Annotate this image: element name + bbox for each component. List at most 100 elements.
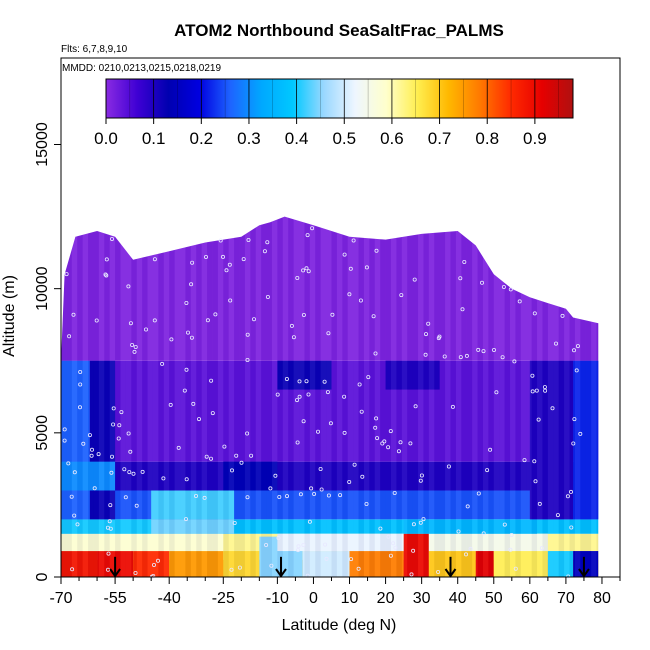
sample-point: [169, 337, 174, 342]
heatmap-cell: [223, 461, 278, 491]
sample-point: [360, 474, 365, 479]
sample-point: [193, 493, 198, 498]
sample-point: [411, 548, 416, 553]
sample-point: [229, 468, 234, 473]
sample-point: [373, 425, 378, 430]
sample-point: [109, 470, 114, 475]
chart-title: ATOM2 Northbound SeaSaltFrac_PALMS: [174, 21, 504, 40]
heatmap-texture: [190, 216, 197, 577]
heatmap-texture: [428, 216, 435, 577]
sample-point: [301, 543, 306, 548]
x-tick-label: 60: [521, 590, 539, 607]
sample-point: [476, 491, 481, 496]
heatmap-cell: [61, 519, 152, 534]
sample-point: [70, 567, 75, 572]
sample-point: [348, 266, 353, 271]
sample-point: [189, 282, 194, 287]
heatmap-texture: [266, 216, 272, 577]
sample-point: [386, 534, 391, 539]
heatmap-texture: [261, 216, 267, 577]
sample-point: [374, 248, 379, 253]
sample-point: [301, 312, 306, 317]
x-tick-label: -55: [104, 590, 127, 607]
heatmap-texture: [217, 216, 224, 577]
sample-point: [126, 284, 131, 289]
heatmap-texture: [326, 216, 332, 577]
heatmap-texture: [401, 216, 408, 577]
sample-point: [574, 368, 579, 373]
heatmap-texture: [109, 216, 116, 577]
sample-point: [78, 369, 83, 374]
heatmap-texture: [239, 216, 245, 577]
sample-point: [446, 464, 451, 469]
sample-point: [275, 392, 280, 397]
sample-point: [532, 311, 537, 316]
heatmap-texture: [358, 216, 364, 577]
sample-point: [357, 382, 362, 387]
sample-point: [151, 574, 156, 579]
sample-point: [298, 492, 303, 497]
sample-point: [565, 494, 570, 499]
heatmap-texture: [439, 216, 446, 577]
sample-point: [245, 495, 250, 500]
sample-point: [268, 486, 273, 491]
sample-point: [110, 236, 115, 241]
sample-point: [191, 401, 196, 406]
sample-point: [106, 551, 111, 556]
heatmap-texture: [434, 216, 440, 577]
sample-point: [351, 238, 356, 243]
heatmap-texture: [288, 216, 294, 577]
sample-point: [237, 565, 242, 570]
sample-point: [295, 440, 300, 445]
sample-points: [62, 226, 583, 579]
heatmap-texture: [591, 216, 597, 577]
heatmap-texture: [499, 216, 505, 577]
sample-point: [393, 545, 398, 550]
sample-point: [152, 257, 157, 262]
heatmap-texture: [510, 216, 516, 577]
sample-point: [295, 275, 300, 280]
sample-point: [218, 238, 223, 243]
x-tick-label: -70: [49, 590, 72, 607]
sample-point: [72, 470, 77, 475]
heatmap-texture: [407, 216, 413, 577]
sample-point: [245, 431, 250, 436]
heatmap-texture: [131, 216, 137, 577]
heatmap-texture: [212, 216, 218, 577]
heatmap-texture: [180, 216, 186, 577]
heatmap-texture: [223, 216, 229, 577]
sample-point: [123, 495, 128, 500]
sample-point: [189, 335, 194, 340]
sample-point: [436, 336, 441, 341]
heatmap-texture: [374, 216, 381, 577]
sample-point: [522, 458, 527, 463]
sample-point: [423, 332, 428, 337]
heatmap-cell: [529, 360, 574, 520]
sample-point: [110, 454, 115, 459]
profile-arrow-head: [578, 568, 590, 578]
sample-point: [161, 476, 166, 481]
sample-point: [245, 332, 250, 337]
sample-point: [71, 312, 76, 317]
sample-point: [284, 376, 289, 381]
x-tick-label: 40: [449, 590, 467, 607]
heatmap-texture: [174, 216, 181, 577]
x-tick-label: 70: [557, 590, 575, 607]
heatmap-texture: [466, 216, 473, 577]
sample-point: [318, 466, 323, 471]
sample-point: [94, 318, 99, 323]
sample-point: [89, 453, 94, 458]
sample-point: [262, 249, 267, 254]
sample-point: [208, 456, 213, 461]
sample-point: [111, 422, 116, 427]
sample-point: [75, 522, 80, 527]
sample-point: [358, 298, 363, 303]
heatmap-texture: [531, 216, 538, 577]
heatmap-texture: [320, 216, 327, 577]
heatmap-texture: [380, 216, 386, 577]
sample-point: [512, 359, 517, 364]
sample-point: [126, 431, 131, 436]
heatmap-texture: [88, 216, 94, 577]
colorbar-tick-label: 0.5: [332, 129, 356, 148]
sample-point: [494, 390, 499, 395]
